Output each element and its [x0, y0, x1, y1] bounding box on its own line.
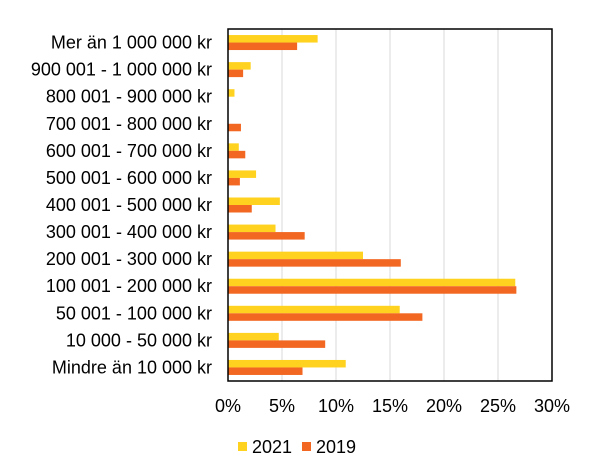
- bars: [228, 35, 517, 375]
- bar-2021: [228, 143, 239, 151]
- x-tick-label: 30%: [534, 396, 570, 416]
- bar-2021: [228, 62, 251, 70]
- plot-area-frame: [227, 28, 553, 382]
- bar-2021: [228, 359, 346, 368]
- x-axis-labels: 0% 5% 10% 15% 20% 25% 30%: [215, 396, 570, 416]
- legend-swatch-2021: [238, 442, 247, 451]
- bar-2019: [228, 286, 517, 294]
- bar-2021: [228, 89, 235, 97]
- y-tick-label: 600 001 - 700 000 kr: [46, 141, 212, 161]
- legend-swatch-2019: [302, 442, 311, 451]
- x-tick-label: 20%: [426, 396, 462, 416]
- y-tick-label: Mindre än 10 000 kr: [52, 357, 212, 377]
- x-tick-label: 5%: [269, 396, 295, 416]
- bar-2019: [228, 259, 401, 267]
- bar-2019: [228, 150, 246, 159]
- bar-2021: [228, 305, 400, 314]
- legend: 2021 2019: [238, 437, 356, 457]
- bar-2019: [228, 232, 305, 240]
- x-tick-label: 10%: [318, 396, 354, 416]
- x-tick-label: 0%: [215, 396, 241, 416]
- y-tick-label: 300 001 - 400 000 kr: [46, 222, 212, 242]
- bar-2021: [228, 251, 363, 260]
- gridlines: [281, 29, 499, 381]
- bar-2019: [228, 42, 298, 51]
- bar-2021: [228, 170, 257, 178]
- bar-2021: [228, 197, 280, 205]
- bar-2019: [228, 313, 423, 321]
- y-tick-label: 50 001 - 100 000 kr: [56, 303, 212, 323]
- bar-2019: [228, 340, 326, 348]
- x-tick-label: 15%: [372, 396, 408, 416]
- y-tick-label: 400 001 - 500 000 kr: [46, 195, 212, 215]
- legend-label-2019: 2019: [316, 437, 356, 457]
- bar-2019: [228, 205, 252, 213]
- y-tick-label: Mer än 1 000 000 kr: [51, 33, 212, 53]
- bar-2019: [228, 69, 244, 78]
- y-tick-label: 500 001 - 600 000 kr: [46, 168, 212, 188]
- bar-2021: [228, 35, 318, 43]
- bar-2019: [228, 367, 303, 375]
- bar-2021: [228, 224, 276, 233]
- y-tick-label: 100 001 - 200 000 kr: [46, 276, 212, 296]
- bar-2021: [228, 278, 516, 287]
- bar-2021: [228, 332, 279, 341]
- y-tick-label: 900 001 - 1 000 000 kr: [31, 60, 212, 80]
- bar-2019: [228, 177, 240, 186]
- x-tick-label: 25%: [480, 396, 516, 416]
- y-axis-labels: Mer än 1 000 000 kr 900 001 - 1 000 000 k…: [31, 33, 212, 378]
- y-tick-label: 800 001 - 900 000 kr: [46, 87, 212, 107]
- y-tick-label: 200 001 - 300 000 kr: [46, 249, 212, 269]
- legend-label-2021: 2021: [252, 437, 292, 457]
- y-tick-label: 10 000 - 50 000 kr: [66, 330, 212, 350]
- y-tick-label: 700 001 - 800 000 kr: [46, 114, 212, 134]
- bar-2019: [228, 123, 241, 132]
